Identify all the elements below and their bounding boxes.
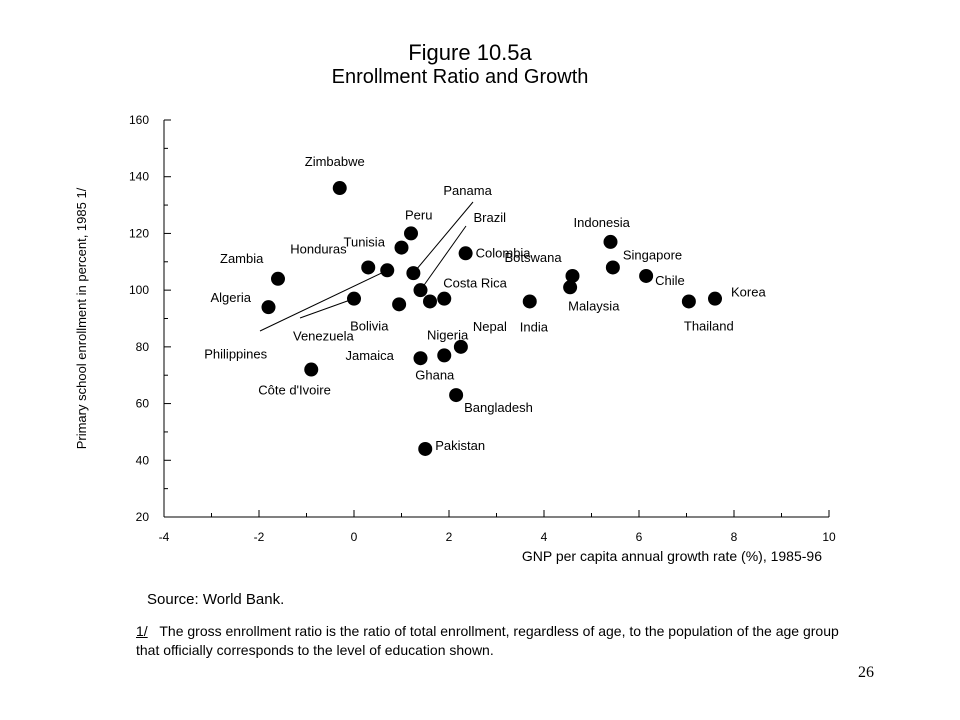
data-point <box>565 268 580 283</box>
data-point <box>418 441 433 456</box>
data-point <box>458 246 473 261</box>
data-point <box>413 351 428 366</box>
x-tick-label: -4 <box>159 530 170 544</box>
point-label: Botswana <box>505 250 563 265</box>
point-label: Jamaica <box>346 348 395 363</box>
y-tick-label: 140 <box>129 170 149 184</box>
x-tick-label: 0 <box>351 530 358 544</box>
data-point <box>406 266 421 281</box>
y-tick-label: 100 <box>129 283 149 297</box>
data-point <box>423 294 437 309</box>
leader-line <box>420 225 467 291</box>
point-label: Peru <box>405 207 432 222</box>
data-point <box>449 388 464 403</box>
x-tick-label: 2 <box>446 530 453 544</box>
point-label: Malaysia <box>568 298 620 313</box>
point-label: Nigeria <box>427 327 469 342</box>
leader-line <box>259 269 388 332</box>
x-tick-label: 8 <box>731 530 738 544</box>
figure-number-title: Figure 10.5a <box>408 40 532 65</box>
point-label: Indonesia <box>574 215 631 230</box>
source-note: Source: World Bank. <box>147 591 285 608</box>
point-label: Bolivia <box>350 318 389 333</box>
footnote-text: The gross enrollment ratio is the ratio … <box>136 623 839 658</box>
x-tick-label: 4 <box>541 530 548 544</box>
data-point <box>603 234 618 249</box>
x-tick-label: 6 <box>636 530 643 544</box>
data-point <box>261 300 276 315</box>
data-point <box>437 348 452 363</box>
point-label: Pakistan <box>435 438 485 453</box>
data-point <box>453 339 468 354</box>
data-point <box>347 291 361 306</box>
point-label: Honduras <box>290 241 347 256</box>
data-point <box>332 181 347 196</box>
y-tick-label: 40 <box>136 453 150 467</box>
point-label: Costa Rica <box>443 276 507 291</box>
point-label: Singapore <box>623 247 682 262</box>
x-tick-label: 10 <box>822 530 836 544</box>
data-point <box>392 297 407 312</box>
data-point <box>437 291 452 306</box>
data-point <box>639 268 654 283</box>
leader-line <box>412 201 474 274</box>
y-tick-label: 160 <box>129 113 149 127</box>
page-number: 26 <box>858 664 874 681</box>
y-tick-label: 20 <box>136 510 150 524</box>
data-point <box>304 362 319 377</box>
point-label: Tunisia <box>344 235 386 250</box>
point-label: Venezuela <box>293 329 354 344</box>
data-point <box>563 280 578 295</box>
y-tick-label: 80 <box>136 340 150 354</box>
y-tick-label: 120 <box>129 226 149 240</box>
x-axis-label: GNP per capita annual growth rate (%), 1… <box>522 548 822 564</box>
data-point <box>522 294 537 309</box>
data-point <box>404 226 418 241</box>
point-label: Algeria <box>211 290 252 305</box>
data-point <box>394 240 409 255</box>
point-label: Thailand <box>684 318 734 333</box>
data-point <box>380 263 395 278</box>
data-point <box>681 294 696 309</box>
data-point <box>708 291 722 306</box>
point-label: Côte d'Ivoire <box>258 383 331 398</box>
point-label: Chile <box>655 273 685 288</box>
data-point <box>271 271 285 286</box>
point-label: Zambia <box>220 251 264 266</box>
chart-subtitle: Enrollment Ratio and Growth <box>331 66 589 88</box>
footnote-marker: 1/ <box>136 623 148 639</box>
point-label: Panama <box>443 183 492 198</box>
point-label: India <box>520 319 549 334</box>
point-label: Brazil <box>474 210 507 225</box>
point-label: Ghana <box>415 367 455 382</box>
data-point <box>605 260 620 275</box>
point-label: Philippines <box>204 346 267 361</box>
leader-line <box>299 298 355 319</box>
point-label: Korea <box>731 285 766 300</box>
y-axis-label: Primary school enrollment in percent, 19… <box>74 187 89 449</box>
footnote: 1/ The gross enrollment ratio is the rat… <box>136 622 856 660</box>
y-tick-label: 60 <box>136 397 150 411</box>
point-label: Bangladesh <box>464 400 533 415</box>
point-label: Nepal <box>473 319 507 334</box>
point-label: Colombia <box>476 245 532 260</box>
point-label: Zimbabwe <box>305 154 365 169</box>
x-tick-label: -2 <box>254 530 265 544</box>
data-point <box>361 260 376 275</box>
data-point <box>413 283 428 298</box>
